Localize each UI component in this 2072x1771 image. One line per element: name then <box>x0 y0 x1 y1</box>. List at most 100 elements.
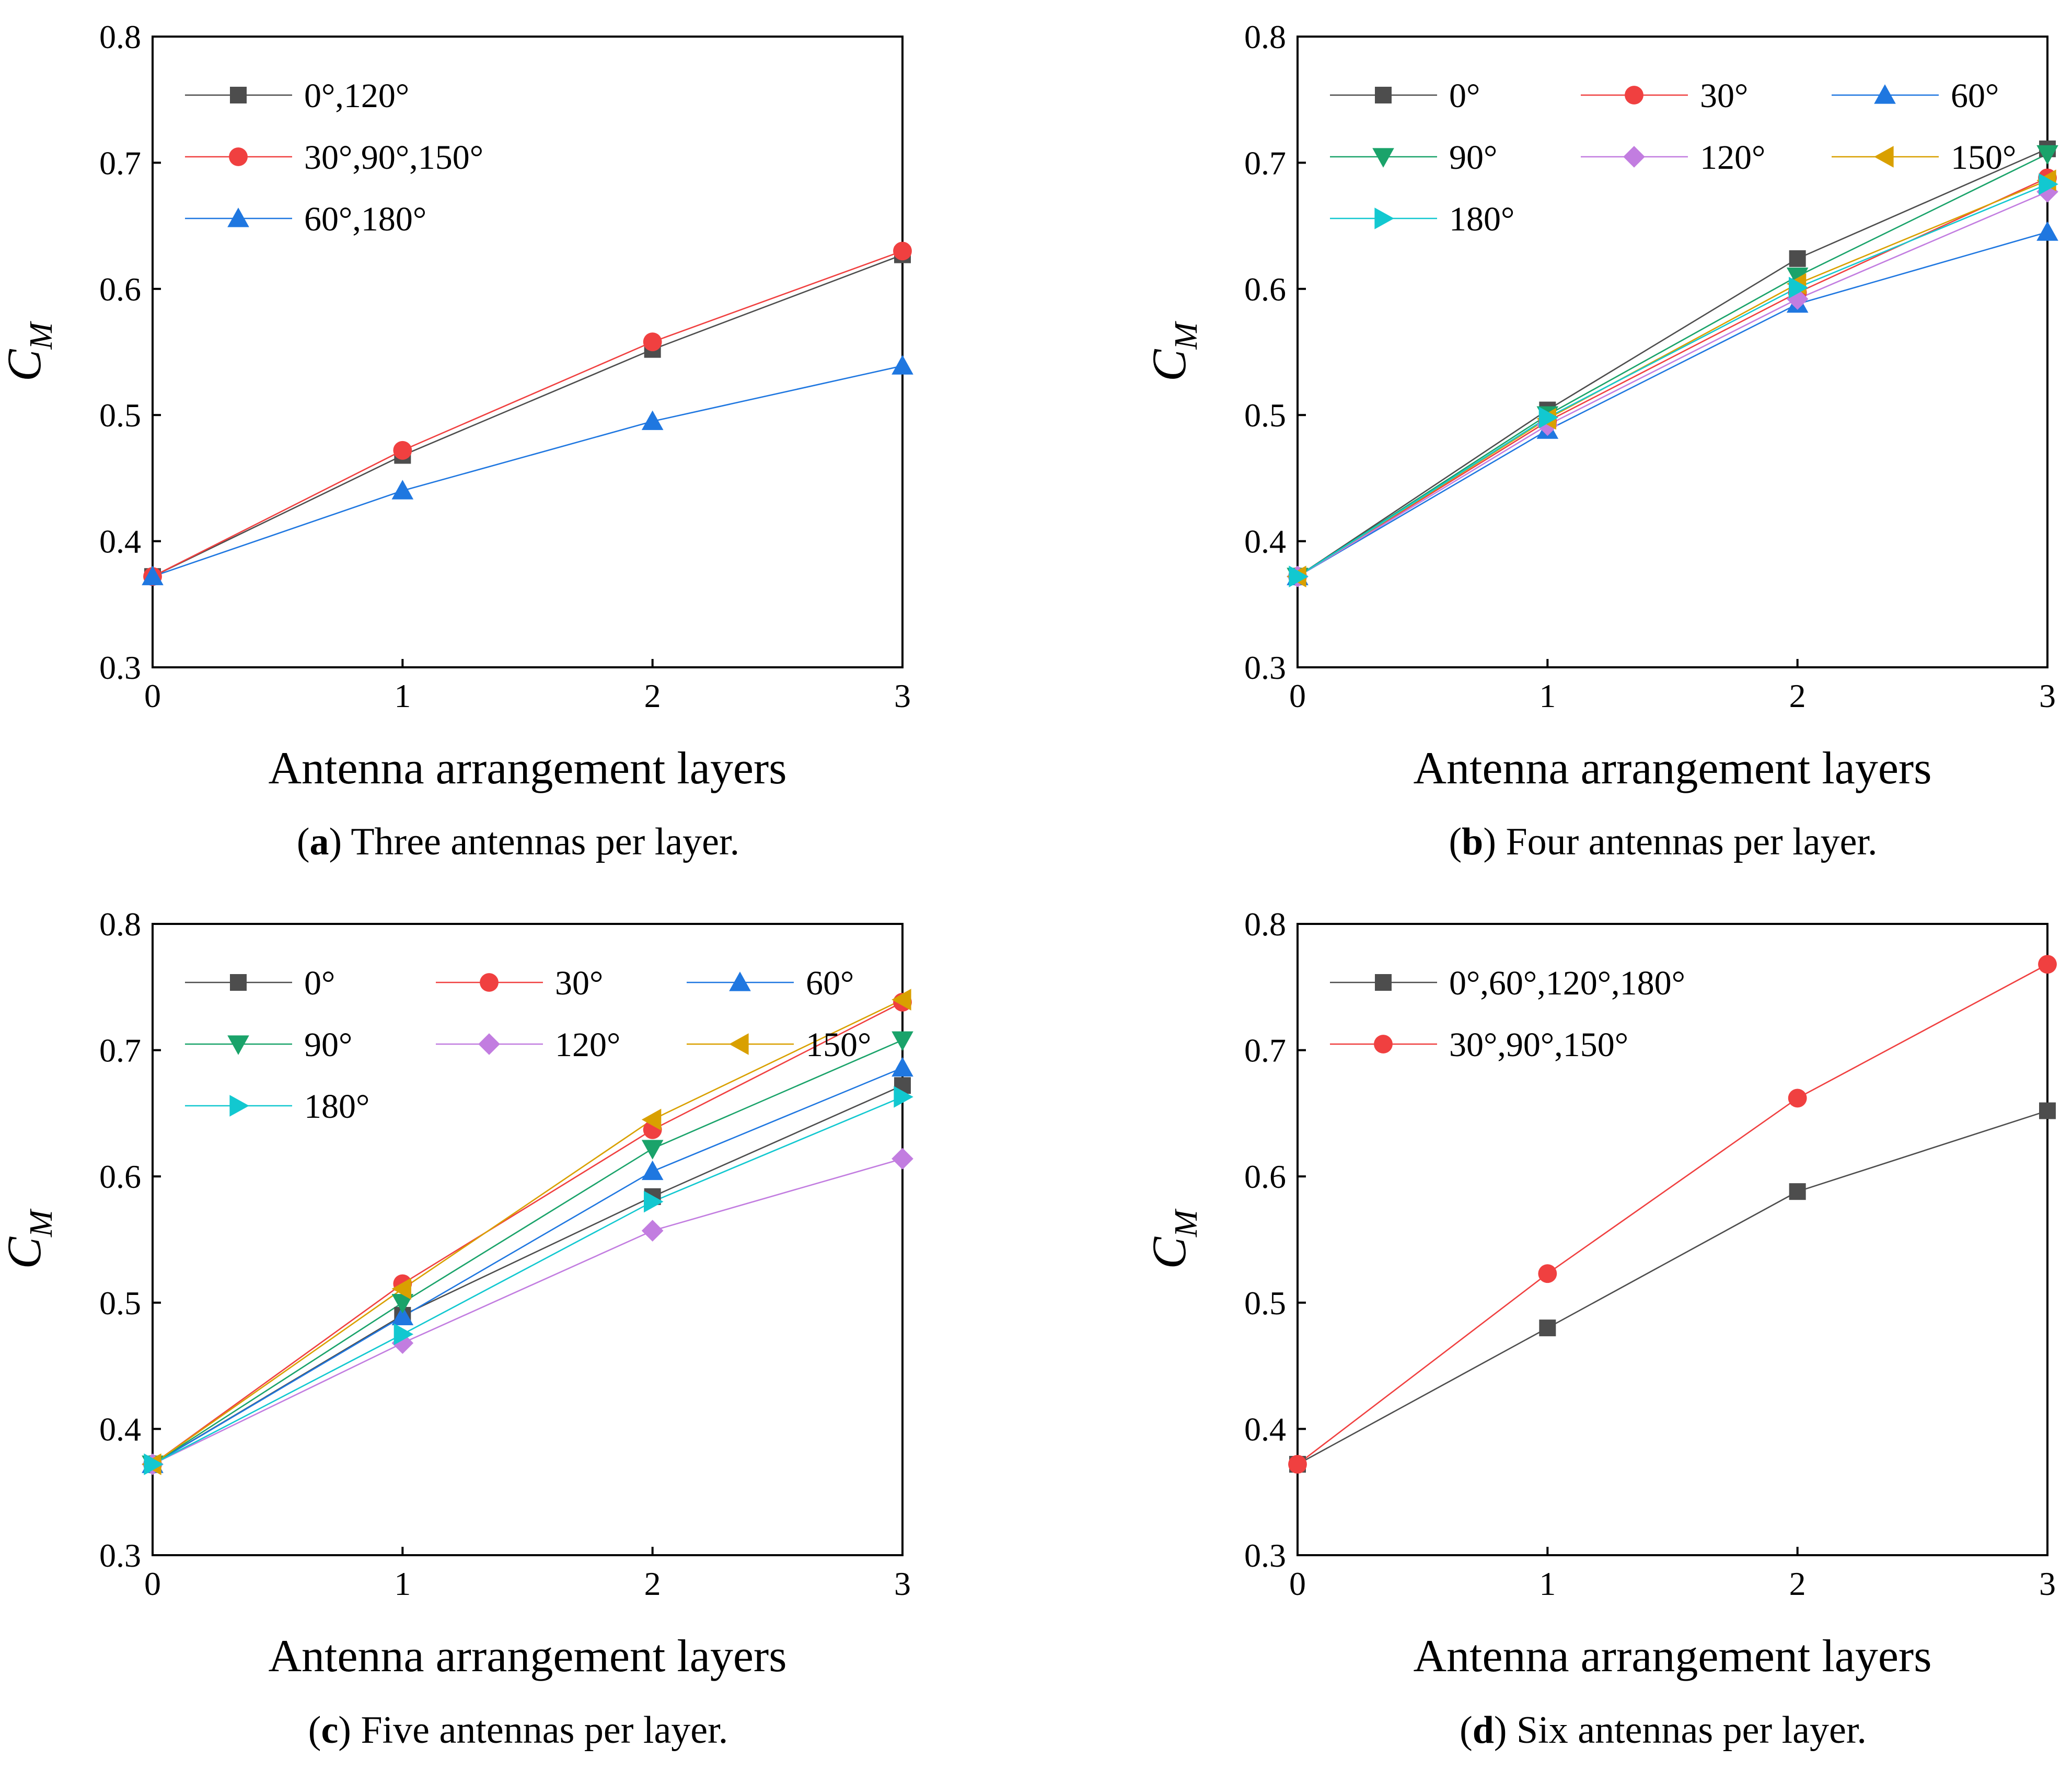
plot-frame <box>1297 36 2048 668</box>
data-point <box>1538 1264 1557 1283</box>
data-point <box>391 1278 411 1300</box>
data-point <box>644 1190 664 1213</box>
y-axis-label: CM <box>0 321 59 381</box>
x-tick-label: 0 <box>144 1565 161 1602</box>
series-line <box>152 1085 903 1465</box>
caption-open-paren: ( <box>297 820 310 863</box>
panel-caption: (d) Six antennas per layer. <box>1460 1709 1867 1752</box>
y-tick-label: 0.4 <box>99 1410 141 1448</box>
series-line <box>1297 964 2048 1465</box>
y-tick-label: 0.5 <box>99 1284 141 1322</box>
y-tick-label: 0.7 <box>99 1032 141 1069</box>
data-point <box>142 565 164 585</box>
data-point <box>641 1140 664 1160</box>
data-point <box>2038 955 2057 974</box>
panel-caption: (a) Three antennas per layer. <box>297 820 739 863</box>
x-axis-label: Antenna arrangement layers <box>1414 743 1932 794</box>
legend-marker <box>1623 146 1645 168</box>
y-tick-label: 0.7 <box>99 144 141 181</box>
y-tick-label: 0.6 <box>1244 271 1286 308</box>
series-markers-0 <box>144 246 911 585</box>
y-tick-label: 0.8 <box>99 906 141 943</box>
series-markers-1 <box>1288 955 2057 1474</box>
series-line <box>1297 148 2048 577</box>
legend-label: 60° <box>1951 77 1999 115</box>
data-point <box>641 1160 664 1180</box>
legend-label: 0° <box>304 964 335 1002</box>
series-line <box>1297 231 2048 577</box>
y-axis-label-sub: M <box>1168 1208 1204 1237</box>
plot-frame <box>152 36 904 668</box>
legend-marker <box>480 973 499 992</box>
y-tick-label: 0.8 <box>99 18 141 55</box>
y-tick-label: 0.6 <box>1244 1158 1286 1195</box>
x-tick-label: 1 <box>394 1565 411 1602</box>
legend-marker <box>1372 148 1394 168</box>
y-tick-label: 0.4 <box>1244 523 1286 560</box>
legend-label: 90° <box>304 1026 352 1064</box>
series-line <box>152 254 903 577</box>
caption-text: Three antennas per layer. <box>351 820 739 863</box>
data-point <box>643 332 662 352</box>
series-markers-4 <box>1287 181 2058 587</box>
x-tick-label: 1 <box>1539 677 1556 714</box>
series-line <box>152 1067 903 1465</box>
data-point <box>1786 268 1809 287</box>
legend: 0°,120° 30°,90°,150° 60°,180° <box>185 77 483 238</box>
panel-d: 0.3 0.4 0.5 0.6 0.7 0.8 0 1 2 3 Antenna arrangemen… <box>1142 906 2057 1752</box>
legend-label: 30° <box>1700 77 1748 115</box>
legend-marker <box>227 1035 249 1055</box>
x-tick-label: 3 <box>2039 677 2056 714</box>
caption-letter: b <box>1462 820 1483 863</box>
y-axis-label-main: C <box>0 349 51 381</box>
series-markers-5 <box>1287 169 2056 587</box>
series-line <box>1297 191 2048 577</box>
x-tick-label: 3 <box>2039 1565 2056 1602</box>
y-axis-label-sub: M <box>24 321 59 350</box>
legend-label: 60° <box>806 964 854 1002</box>
series-6 <box>1297 183 2048 577</box>
x-tick-label: 0 <box>144 677 161 714</box>
series-markers-3 <box>1287 145 2058 587</box>
y-tick-label: 0.6 <box>99 1158 141 1195</box>
data-point <box>892 355 913 375</box>
data-point <box>641 1108 662 1131</box>
y-tick-label: 0.3 <box>1244 1537 1286 1574</box>
legend-label: 30°,90°,150° <box>304 138 483 177</box>
series-line <box>152 250 903 577</box>
series-line <box>1297 1110 2048 1465</box>
data-point <box>893 241 912 261</box>
panel-caption: (c) Five antennas per layer. <box>308 1709 728 1752</box>
caption-close-paren: ) <box>329 820 351 863</box>
legend-label: 150° <box>1951 138 2016 177</box>
data-point <box>2039 1102 2056 1119</box>
series-4 <box>152 1158 903 1465</box>
y-axis-label: CM <box>1142 321 1204 381</box>
series-line <box>152 1001 903 1465</box>
series-3 <box>152 1039 903 1465</box>
data-point <box>2036 145 2058 165</box>
series-line <box>152 999 903 1465</box>
data-point <box>641 1220 664 1242</box>
data-point <box>391 480 414 500</box>
legend-label: 120° <box>555 1026 620 1064</box>
series-line <box>152 365 903 577</box>
legend-marker <box>1375 974 1392 991</box>
data-point <box>641 410 664 430</box>
data-point <box>1539 1319 1556 1337</box>
series-line <box>1297 177 2048 577</box>
caption-text: Five antennas per layer. <box>361 1709 728 1752</box>
legend-label: 150° <box>806 1026 871 1064</box>
data-point <box>391 1305 414 1326</box>
series-2 <box>152 365 903 577</box>
series-markers-4 <box>142 1148 913 1475</box>
data-point <box>894 1086 913 1108</box>
data-point <box>2039 173 2058 195</box>
data-point <box>892 989 911 1011</box>
legend-marker <box>478 1033 500 1055</box>
series-1 <box>1297 964 2048 1465</box>
series-line <box>152 1096 903 1465</box>
legend-label: 120° <box>1700 138 1765 177</box>
x-tick-label: 1 <box>1539 1565 1556 1602</box>
data-point <box>892 1148 913 1170</box>
